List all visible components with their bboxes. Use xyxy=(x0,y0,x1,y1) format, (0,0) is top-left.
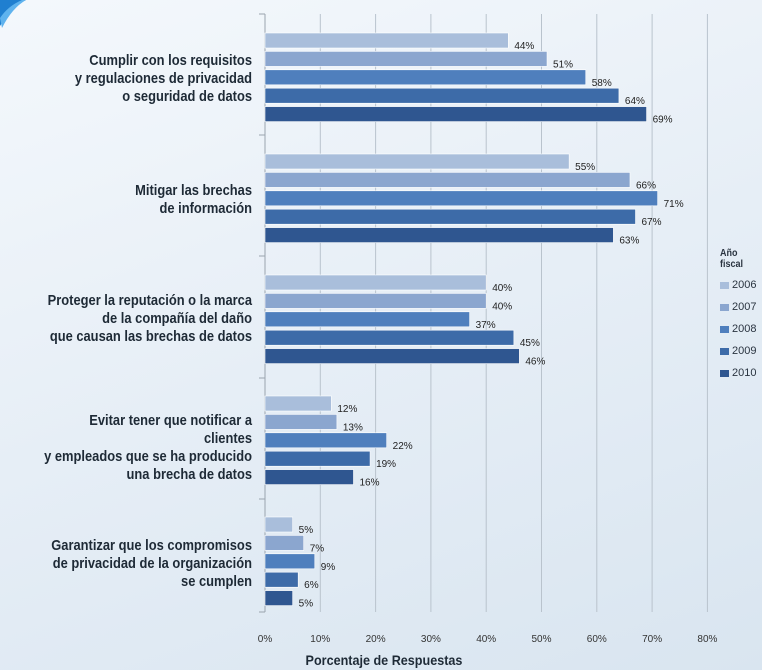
bar-2010-cat1 xyxy=(264,227,614,243)
bar-2010-cat2 xyxy=(264,348,520,364)
bar-2008-cat3 xyxy=(264,432,387,449)
bar-2009-cat4 xyxy=(264,571,299,588)
data-label: 7% xyxy=(310,543,325,554)
data-label: 67% xyxy=(642,217,662,228)
data-label: 63% xyxy=(619,236,639,247)
data-label: 9% xyxy=(321,562,336,573)
legend-swatch xyxy=(720,325,729,333)
x-tick-label: 80% xyxy=(697,634,717,645)
data-label: 51% xyxy=(553,59,573,70)
x-tick-label: 60% xyxy=(587,634,607,645)
data-label: 37% xyxy=(476,320,496,331)
bar-2010-cat0 xyxy=(264,106,647,122)
bar-2006-cat2 xyxy=(264,274,487,291)
x-tick-labels: 0% 10% 20% 30% 40% 50% 60% 70% 80% xyxy=(258,634,718,645)
bar-2008-cat0 xyxy=(264,69,587,86)
bar-2008-cat1 xyxy=(264,190,658,207)
bar-2010-cat4 xyxy=(264,590,293,606)
legend: Año fiscal 2006 2007 2008 2009 2010 xyxy=(720,248,756,380)
bar-2008-cat2 xyxy=(264,311,470,328)
data-label: 69% xyxy=(653,115,673,126)
legend-title: Año fiscal xyxy=(720,248,744,270)
bar-2008-cat4 xyxy=(264,553,316,570)
category-label-2: Proteger la reputación o la marca de la … xyxy=(47,292,253,345)
legend-swatch xyxy=(720,347,729,355)
x-tick-label: 50% xyxy=(531,634,551,645)
bar-2009-cat1 xyxy=(264,208,636,225)
data-label: 5% xyxy=(299,525,314,536)
corner-swoosh-decoration xyxy=(0,0,26,28)
bar-2007-cat1 xyxy=(264,172,631,188)
data-label: 19% xyxy=(376,459,396,470)
x-tick-label: 70% xyxy=(642,634,662,645)
data-label: 46% xyxy=(525,357,545,368)
data-label: 45% xyxy=(520,338,540,349)
data-label: 55% xyxy=(575,162,595,173)
bar-2009-cat3 xyxy=(264,450,371,467)
data-label: 71% xyxy=(664,199,684,210)
bar-2006-cat1 xyxy=(264,153,570,170)
data-label: 40% xyxy=(492,283,512,294)
data-label: 16% xyxy=(359,478,379,489)
legend-item-2006: 2006 xyxy=(720,278,756,292)
x-tick-label: 30% xyxy=(421,634,441,645)
data-label: 40% xyxy=(492,301,512,312)
category-label-1: Mitigar las brechas de información xyxy=(135,182,252,217)
legend-swatch xyxy=(720,369,729,377)
x-tick-label: 10% xyxy=(310,634,330,645)
bar-2006-cat3 xyxy=(264,395,332,412)
bar-2009-cat0 xyxy=(264,87,620,104)
x-tick-label: 0% xyxy=(258,634,273,645)
bar-2007-cat3 xyxy=(264,414,338,430)
category-label-3: Evitar tener que notificar a clientes y … xyxy=(44,412,252,483)
data-label: 12% xyxy=(337,404,357,415)
category-label-0: Cumplir con los requisitos y regulacione… xyxy=(74,52,253,105)
x-tick-label: 40% xyxy=(476,634,496,645)
legend-swatch xyxy=(720,281,729,289)
bar-2007-cat2 xyxy=(264,293,487,309)
bars xyxy=(264,32,658,606)
legend-item-2007: 2007 xyxy=(720,300,756,314)
data-label: 58% xyxy=(592,78,612,89)
category-label-4: Garantizar que los compromisos de privac… xyxy=(51,537,253,590)
legend-swatch xyxy=(720,303,729,311)
data-label: 13% xyxy=(343,422,363,433)
data-label: 22% xyxy=(393,441,413,452)
legend-item-2008: 2008 xyxy=(720,322,756,336)
bar-2006-cat4 xyxy=(264,516,293,533)
bar-2009-cat2 xyxy=(264,329,515,346)
bar-2006-cat0 xyxy=(264,32,509,49)
data-label: 6% xyxy=(304,580,319,591)
data-labels: 44% 55% 40% 12% 5% 51% 66% 40% 13% 7% 58% 71% 37% 22%… xyxy=(299,41,684,610)
bar-2007-cat4 xyxy=(264,535,305,551)
data-label: 64% xyxy=(625,96,645,107)
x-tick-label: 20% xyxy=(366,634,386,645)
legend-item-2009: 2009 xyxy=(720,344,756,358)
bar-2010-cat3 xyxy=(264,469,354,485)
x-axis-label: Porcentaje de Respuestas xyxy=(305,652,463,668)
data-label: 66% xyxy=(636,180,656,191)
data-label: 5% xyxy=(299,599,314,610)
bar-2007-cat0 xyxy=(264,51,548,67)
data-label: 44% xyxy=(514,41,534,52)
legend-item-2010: 2010 xyxy=(720,366,756,380)
